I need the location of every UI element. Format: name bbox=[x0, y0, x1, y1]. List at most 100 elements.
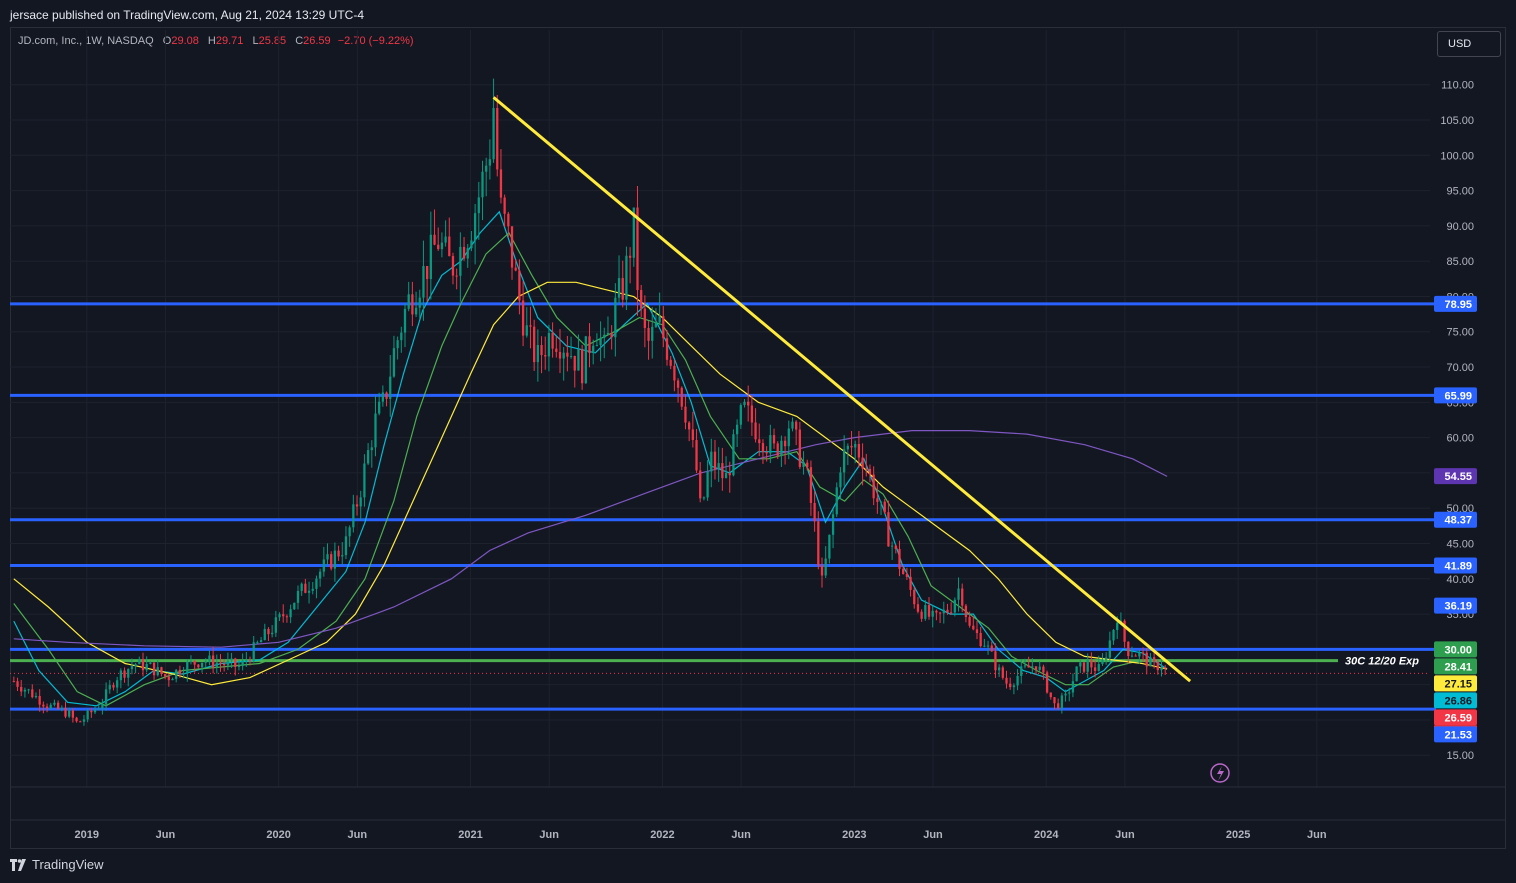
candle-body bbox=[503, 197, 506, 214]
price-tag-label: 41.89 bbox=[1444, 560, 1472, 572]
candle-body bbox=[34, 695, 38, 698]
candle-body bbox=[1075, 666, 1078, 682]
candle-body bbox=[300, 583, 303, 591]
y-tick-label: 95.00 bbox=[1446, 186, 1474, 198]
candle-body bbox=[90, 710, 93, 713]
candle-body bbox=[130, 666, 134, 670]
candle-body bbox=[392, 348, 396, 377]
candle-body bbox=[259, 640, 263, 643]
x-tick-label: Jun bbox=[731, 829, 751, 841]
currency-button[interactable]: USD bbox=[1437, 31, 1501, 57]
candle-body bbox=[525, 325, 528, 336]
candle-body bbox=[381, 392, 385, 402]
candle-body bbox=[651, 326, 654, 341]
candle-body bbox=[433, 234, 436, 245]
candle-body bbox=[141, 658, 145, 671]
price-tag: 28.41 bbox=[1434, 658, 1477, 675]
candle-body bbox=[820, 565, 824, 576]
candle-body bbox=[735, 424, 739, 435]
candle-body bbox=[514, 267, 517, 271]
candle-body bbox=[278, 614, 281, 618]
candle-body bbox=[1060, 695, 1064, 709]
candle-body bbox=[1045, 672, 1049, 693]
candle-body bbox=[1093, 667, 1097, 671]
candle-body bbox=[285, 616, 289, 618]
candle-body bbox=[750, 405, 754, 423]
candle-body bbox=[621, 278, 624, 300]
candle-body bbox=[1020, 666, 1023, 676]
candle-body bbox=[56, 702, 60, 709]
candle-body bbox=[448, 236, 451, 257]
candle-body bbox=[230, 658, 233, 661]
x-tick-label: 2022 bbox=[650, 829, 674, 841]
candle-body bbox=[747, 401, 750, 406]
candle-body bbox=[761, 443, 765, 453]
symbol-legend: JD.com, Inc., 1W, NASDAQ O29.08 H29.71 L… bbox=[18, 35, 414, 47]
x-tick-label: 2023 bbox=[842, 829, 866, 841]
high-label: H bbox=[207, 35, 216, 47]
candle-body bbox=[1005, 677, 1008, 684]
low-value: 25.85 bbox=[258, 35, 287, 47]
candle-body bbox=[1097, 664, 1100, 671]
candle-body bbox=[1141, 652, 1145, 654]
x-tick-label: Jun bbox=[1115, 829, 1135, 841]
candle-body bbox=[378, 401, 381, 414]
candle-body bbox=[909, 576, 912, 590]
price-tag-bg bbox=[1434, 511, 1477, 528]
candle-body bbox=[1053, 697, 1056, 704]
candle-body bbox=[473, 213, 477, 241]
candle-body bbox=[189, 660, 193, 662]
candle-body bbox=[215, 662, 218, 668]
price-tag-label: 36.19 bbox=[1444, 601, 1472, 613]
candle-body bbox=[1038, 666, 1041, 670]
candle-body bbox=[45, 706, 49, 709]
candle-body bbox=[152, 662, 156, 676]
candle-body bbox=[765, 452, 768, 454]
candle-body bbox=[116, 680, 119, 688]
price-tag-label: 26.86 bbox=[1444, 695, 1472, 707]
candle-body bbox=[699, 470, 702, 499]
candle-body bbox=[407, 294, 410, 309]
candle-body bbox=[23, 689, 27, 692]
candle-body bbox=[728, 473, 731, 476]
high-value: 29.71 bbox=[215, 35, 244, 47]
candle-body bbox=[470, 240, 473, 249]
candle-body bbox=[806, 462, 809, 468]
candle-body bbox=[1027, 665, 1030, 668]
candle-body bbox=[86, 710, 89, 720]
x-tick-label: 2024 bbox=[1034, 829, 1059, 841]
lightning-icon[interactable] bbox=[1210, 763, 1230, 783]
price-tag-bg bbox=[1434, 387, 1477, 404]
candle-body bbox=[337, 550, 340, 557]
footer-brand[interactable]: TradingView bbox=[10, 857, 104, 872]
candle-body bbox=[931, 610, 934, 617]
candle-body bbox=[769, 435, 772, 454]
candle-body bbox=[662, 316, 665, 339]
x-tick-label: Jun bbox=[348, 829, 368, 841]
candle-body bbox=[160, 667, 163, 675]
candle-body bbox=[846, 445, 849, 450]
tradingview-logo-icon bbox=[10, 858, 28, 871]
candle-body bbox=[304, 583, 307, 593]
candle-body bbox=[739, 405, 742, 425]
x-tick-label: 2019 bbox=[75, 829, 99, 841]
x-tick-label: 2025 bbox=[1226, 829, 1250, 841]
candle-body bbox=[521, 300, 525, 336]
candle-body bbox=[481, 171, 484, 198]
candle-body bbox=[341, 555, 344, 557]
price-tag-label: 54.55 bbox=[1444, 471, 1472, 483]
moving-average-line bbox=[13, 231, 1168, 707]
candle-body bbox=[950, 612, 953, 614]
candle-body bbox=[241, 660, 244, 666]
price-tag-bg bbox=[1434, 658, 1477, 675]
candle-body bbox=[411, 294, 414, 315]
candle-body bbox=[529, 325, 532, 327]
candle-body bbox=[533, 326, 536, 363]
candle-body bbox=[754, 422, 757, 440]
candle-body bbox=[1156, 661, 1159, 671]
candle-body bbox=[16, 681, 19, 687]
candle-body bbox=[924, 605, 927, 619]
candle-body bbox=[824, 558, 827, 576]
candle-body bbox=[119, 670, 122, 681]
